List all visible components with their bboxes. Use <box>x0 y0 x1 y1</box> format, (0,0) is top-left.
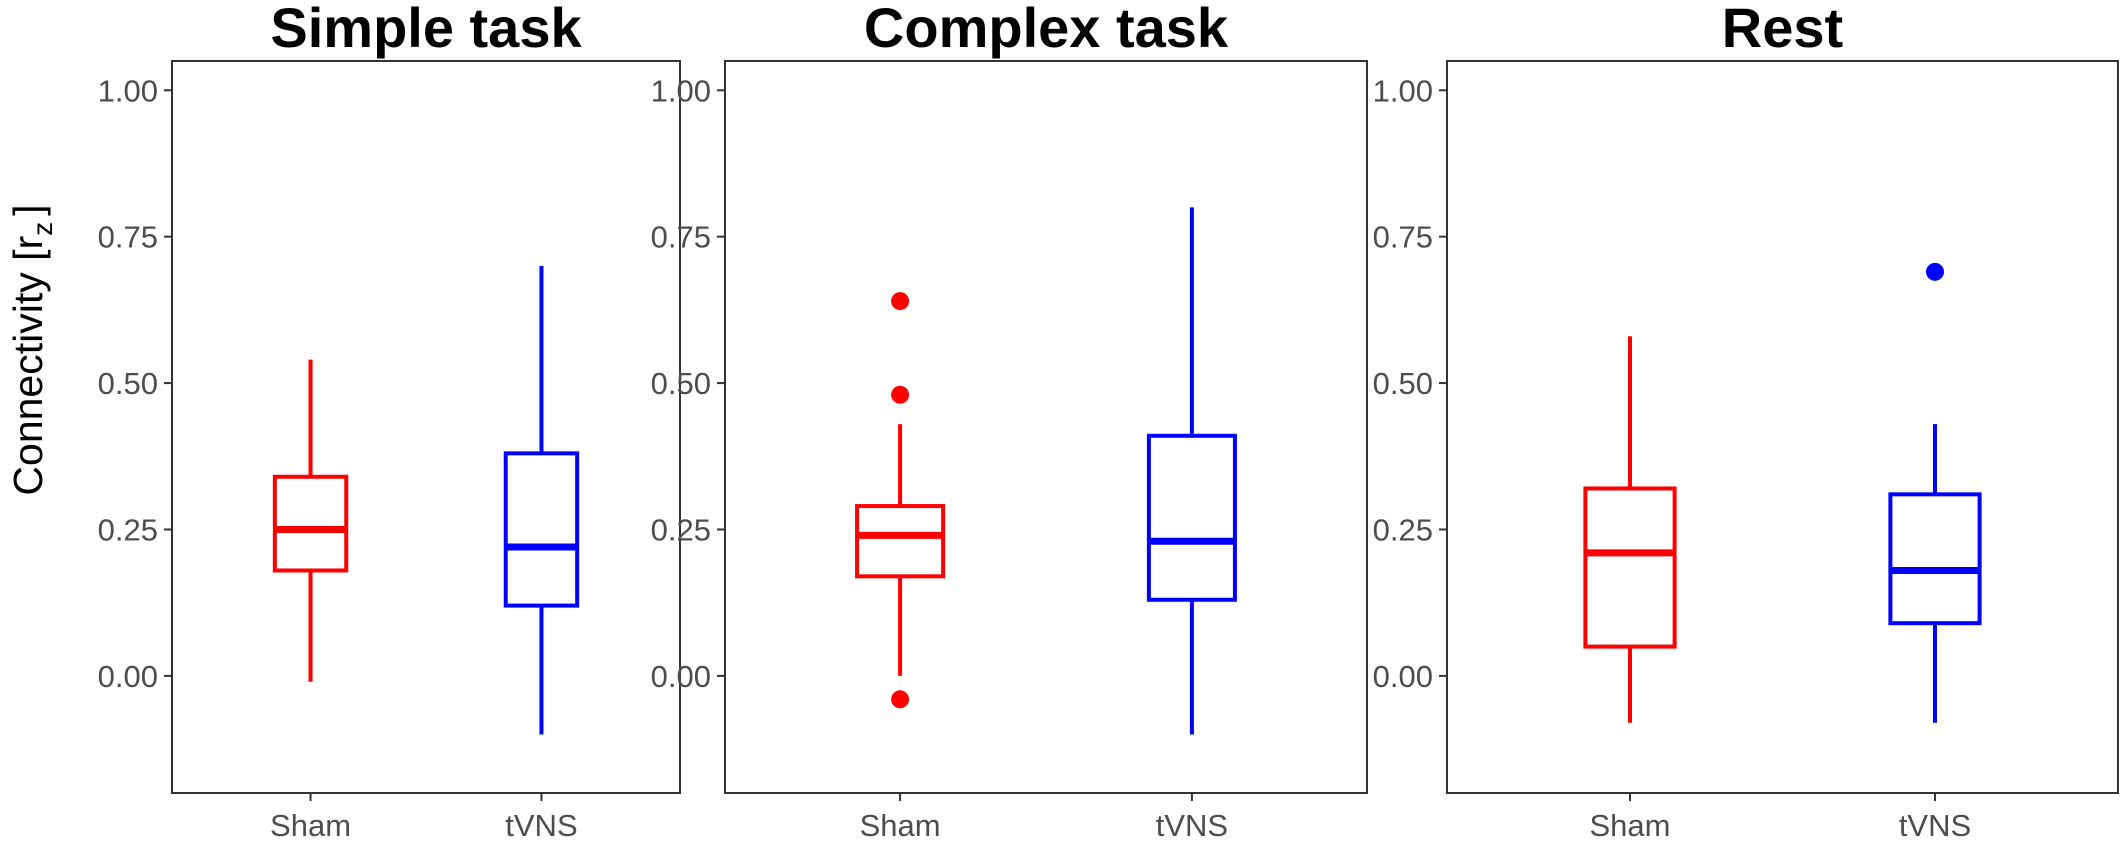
box-tvns <box>1888 262 1982 723</box>
panel-frame <box>724 60 1368 794</box>
y-tick-label: 0.00 <box>1373 659 1433 694</box>
y-tick-label: 0.75 <box>1373 220 1433 255</box>
y-tick-label: 0.75 <box>651 220 711 255</box>
y-axis-title: Connectivity [rz] <box>5 204 58 495</box>
y-tick-label: 0.00 <box>98 659 158 694</box>
box-sham <box>272 359 349 682</box>
iqr-box <box>1583 486 1677 649</box>
panel-2: Complex task 0.00 0.25 0.50 0.75 1.00 Sham tVNS <box>651 0 1368 843</box>
x-tick-label: Sham <box>860 808 941 843</box>
y-tick-label: 0.50 <box>651 366 711 401</box>
outlier-point <box>891 690 910 709</box>
x-tick-label: tVNS <box>505 808 577 843</box>
panel-frame <box>1446 60 2119 794</box>
y-tick-label: 0.25 <box>651 512 711 547</box>
outlier-point <box>1926 262 1944 281</box>
box-tvns <box>1146 207 1237 735</box>
y-tick-label: 1.00 <box>98 73 158 108</box>
box-sham <box>1583 336 1677 723</box>
y-tick-label: 1.00 <box>651 73 711 108</box>
y-tick-label: 0.50 <box>98 366 158 401</box>
x-tick-label: Sham <box>270 808 351 843</box>
outlier-point <box>891 292 910 311</box>
panel-title: Complex task <box>864 0 1229 59</box>
outlier-point <box>891 385 910 404</box>
x-tick-label: tVNS <box>1156 808 1228 843</box>
y-tick-label: 1.00 <box>1373 73 1433 108</box>
box-sham <box>855 292 946 709</box>
panel-title: Simple task <box>270 0 582 59</box>
x-tick-label: Sham <box>1590 808 1671 843</box>
panel-1: Simple task 0.00 0.25 0.50 0.75 1.00 Sham tVNS <box>98 0 681 843</box>
iqr-box <box>503 451 580 608</box>
y-tick-label: 0.75 <box>98 220 158 255</box>
y-tick-label: 0.25 <box>1373 512 1433 547</box>
panel-frame <box>171 60 681 794</box>
panel-3: Rest 0.00 0.25 0.50 0.75 1.00 Sham tVNS <box>1373 0 2119 843</box>
y-tick-label: 0.50 <box>1373 366 1433 401</box>
iqr-box <box>1146 433 1237 602</box>
panel-title: Rest <box>1722 0 1843 59</box>
iqr-box <box>855 504 946 579</box>
iqr-box <box>1888 492 1982 626</box>
y-tick-label: 0.00 <box>651 659 711 694</box>
box-tvns <box>503 265 580 735</box>
x-tick-label: tVNS <box>1899 808 1971 843</box>
iqr-box <box>272 474 349 573</box>
y-tick-label: 0.25 <box>98 512 158 547</box>
